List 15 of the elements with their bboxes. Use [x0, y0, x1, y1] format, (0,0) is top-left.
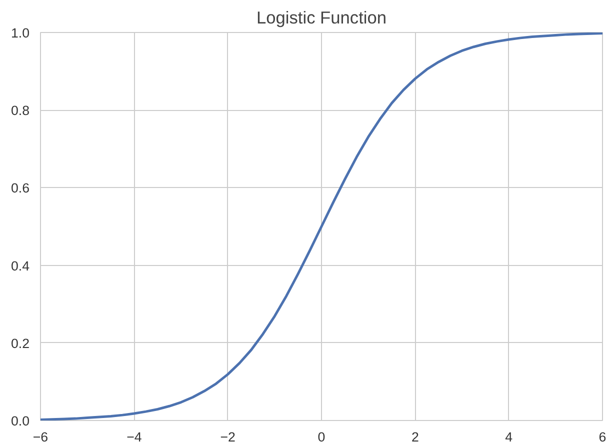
x-tick-label: 4 — [505, 430, 514, 444]
x-tick-label: −6 — [32, 430, 48, 444]
y-tick-label: 0.0 — [10, 414, 30, 428]
y-tick-label: 1.0 — [10, 26, 30, 40]
y-tick-label: 0.2 — [10, 336, 30, 351]
y-tick-label: 0.4 — [10, 258, 30, 274]
y-tick-label: 0.6 — [10, 180, 30, 196]
x-tick-label: 0 — [318, 430, 326, 444]
x-tick-label: −2 — [220, 430, 236, 444]
line-series — [40, 32, 602, 420]
x-tick-label: −4 — [126, 430, 142, 444]
x-tick-label: 2 — [411, 430, 419, 444]
chart-title: Logistic Function — [256, 8, 387, 28]
y-tick-label: 0.8 — [10, 103, 30, 118]
x-tick-label: 6 — [598, 430, 606, 444]
